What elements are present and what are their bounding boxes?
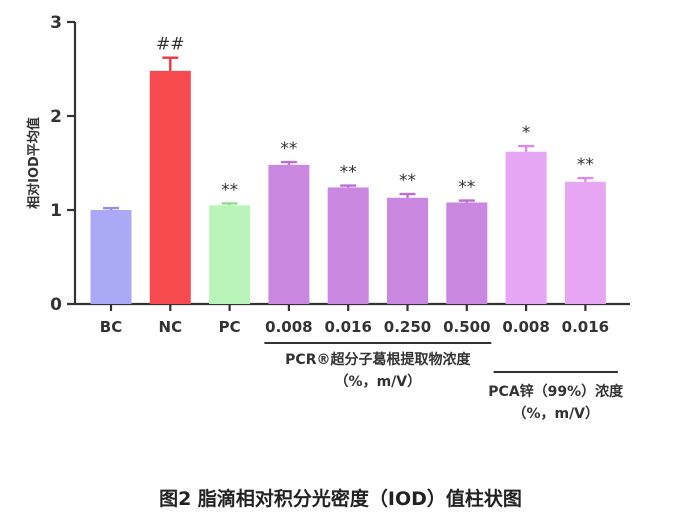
group-unit: （%，m/V）: [512, 406, 599, 422]
group-label: PCA锌（99%）浓度: [488, 383, 624, 400]
bar: [387, 197, 428, 304]
y-tick-label: 3: [50, 13, 62, 33]
x-tick-label: 0.500: [443, 318, 490, 336]
bar: [268, 164, 310, 304]
significance-label: **: [340, 163, 357, 183]
x-tick-label: NC: [159, 318, 183, 336]
x-tick-label: 0.016: [562, 318, 609, 336]
x-tick-label: 0.016: [324, 318, 371, 336]
significance-label: **: [577, 155, 594, 175]
y-tick-label: 0: [50, 295, 62, 315]
y-tick-label: 1: [50, 201, 62, 221]
significance-label: **: [399, 171, 416, 191]
x-tick-label: BC: [100, 318, 122, 336]
y-axis-label: 相对IOD平均值: [26, 117, 42, 209]
group-unit: （%，m/V）: [335, 374, 422, 390]
significance-label: **: [458, 178, 475, 198]
figure-caption: 图2 脂滴相对积分光密度（IOD）值柱状图: [159, 488, 522, 510]
x-tick-label: 0.008: [265, 318, 312, 336]
significance-label: *: [522, 123, 531, 143]
group-label: PCR®超分子葛根提取物浓度: [285, 351, 471, 368]
x-tick-label: 0.008: [502, 318, 549, 336]
bar: [149, 70, 191, 304]
x-tick-label: PC: [219, 318, 241, 336]
bar-chart: 0 1 2 3 相对IOD平均值 BC ## NC ** PC ** 0.008 ** 0.016 ** 0.…: [26, 13, 630, 422]
bar: [209, 205, 251, 304]
x-tick-label: 0.250: [384, 318, 431, 336]
bar: [505, 151, 547, 304]
bar: [327, 187, 369, 304]
y-tick-label: 2: [50, 107, 62, 127]
bar: [90, 210, 132, 304]
bar: [446, 202, 488, 304]
significance-label: **: [280, 139, 297, 159]
bar: [564, 181, 606, 304]
significance-label: ##: [156, 35, 185, 55]
significance-label: **: [221, 180, 238, 200]
